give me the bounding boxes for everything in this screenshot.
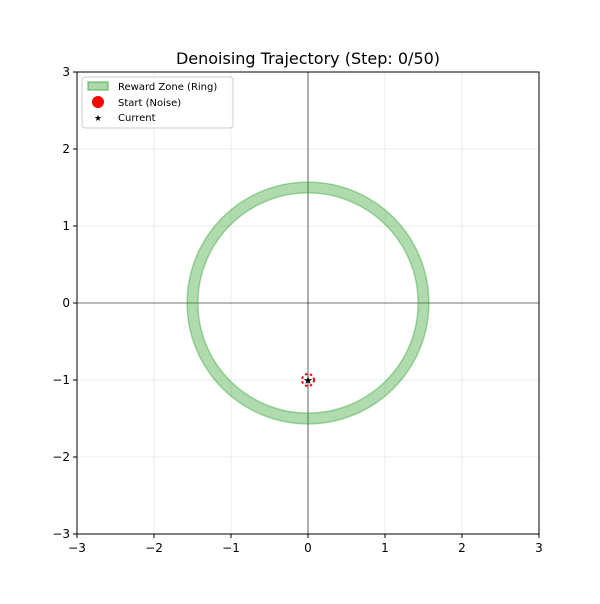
current-marker: ★	[303, 374, 313, 387]
x-tick-label: 1	[381, 541, 389, 555]
legend-label-start: Start (Noise)	[118, 98, 181, 109]
y-tick-label: −1	[52, 373, 70, 387]
zero-lines	[77, 72, 539, 534]
chart-title: Denoising Trajectory (Step: 0/50)	[176, 49, 440, 68]
y-tick-label: 0	[62, 296, 70, 310]
x-tick-label: −2	[145, 541, 163, 555]
y-tick-label: 3	[62, 65, 70, 79]
x-tick-label: 0	[304, 541, 312, 555]
x-tick-label: 2	[458, 541, 466, 555]
legend-ring-swatch	[87, 81, 109, 91]
x-tick-label: −1	[222, 541, 240, 555]
marks: ★	[186, 181, 430, 425]
x-tick-label: 3	[535, 541, 543, 555]
y-tick-label: −3	[52, 527, 70, 541]
y-tick-label: 2	[62, 142, 70, 156]
reward-zone-outer-edge	[186, 181, 430, 425]
legend: Reward Zone (Ring) Start (Noise) ★ Curre…	[81, 76, 234, 129]
legend-start-marker	[92, 96, 104, 108]
ticks: −3 −2 −1 0 1 2 3 −3 −2 −1 0 1 2 3	[52, 65, 543, 555]
legend-current-marker: ★	[94, 114, 102, 124]
legend-label-current: Current	[118, 113, 156, 124]
start-marker	[301, 373, 315, 387]
y-tick-label: 1	[62, 219, 70, 233]
x-tick-label: −3	[68, 541, 86, 555]
legend-label-ring: Reward Zone (Ring)	[118, 82, 217, 93]
reward-zone-ring	[187, 182, 429, 424]
reward-zone-inner-edge	[197, 192, 419, 414]
y-tick-label: −2	[52, 450, 70, 464]
